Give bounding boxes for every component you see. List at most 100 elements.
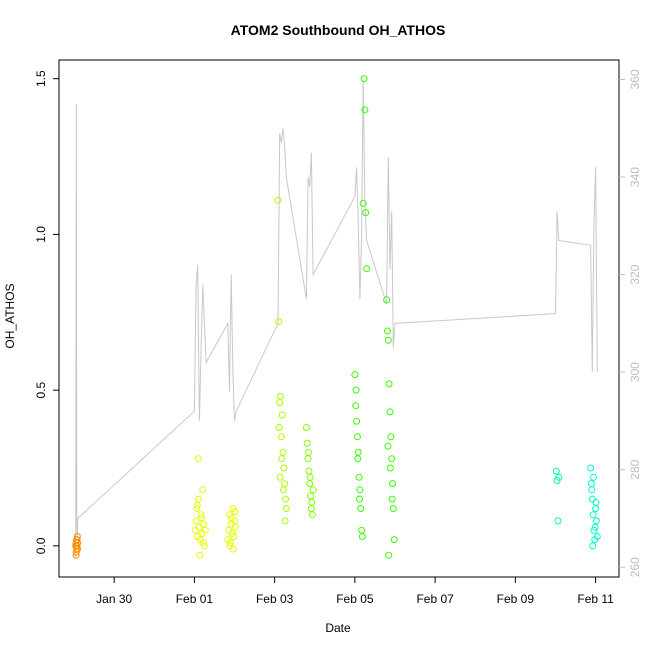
data-point (229, 545, 237, 553)
data-point (305, 448, 312, 456)
data-point (308, 511, 316, 519)
y-axis-label: OH_ATHOS (3, 283, 17, 348)
data-point (388, 455, 396, 463)
data-point (309, 486, 317, 494)
data-point (231, 508, 239, 516)
data-point (276, 473, 284, 481)
data-point (231, 523, 239, 531)
y2-tick-label: 260 (628, 557, 642, 577)
y2-tick-label: 340 (628, 167, 642, 187)
data-point (199, 486, 207, 494)
data-point (588, 495, 596, 503)
data-point (352, 386, 360, 394)
data-point (360, 75, 368, 83)
x-tick-label: Feb 07 (416, 592, 454, 606)
data-point (589, 511, 597, 519)
data-point (197, 511, 205, 519)
data-point (389, 480, 396, 488)
data-point (387, 433, 395, 441)
y-tick-label: 1.0 (34, 226, 48, 243)
data-point (386, 464, 394, 472)
data-point (196, 551, 204, 559)
data-point (358, 526, 366, 534)
data-point (591, 523, 599, 531)
data-point (592, 517, 600, 525)
data-point (384, 336, 392, 344)
data-point (384, 442, 392, 450)
data-point (358, 533, 366, 540)
data-point (280, 464, 288, 472)
data-point (304, 455, 312, 463)
data-point (228, 514, 236, 522)
data-point (73, 536, 81, 544)
data-point (361, 106, 369, 114)
data-point (388, 495, 396, 503)
data-point (191, 526, 199, 534)
data-point (357, 505, 365, 512)
secondary-series-line (75, 79, 598, 558)
data-point (352, 402, 360, 410)
y2-tick-label: 280 (628, 459, 642, 479)
data-point (353, 417, 361, 425)
x-tick-label: Feb 05 (336, 592, 374, 606)
data-point (192, 517, 200, 525)
x-axis-label: Date (325, 621, 351, 635)
data-point (305, 467, 313, 475)
x-tick-label: Jan 30 (96, 592, 132, 606)
data-point (306, 480, 314, 488)
data-point (277, 392, 284, 400)
data-point (195, 495, 203, 503)
data-point (590, 473, 597, 481)
data-point (363, 265, 371, 273)
data-point (278, 455, 286, 463)
data-point (362, 209, 370, 217)
data-point (307, 492, 315, 500)
data-point (386, 408, 394, 416)
data-point (554, 517, 562, 525)
data-point (351, 371, 359, 379)
x-tick-label: Feb 09 (497, 592, 535, 606)
data-point (307, 505, 315, 512)
y-tick-label: 0.0 (34, 537, 48, 554)
data-point (587, 464, 595, 472)
data-point (193, 501, 201, 509)
y-tick-label: 1.5 (34, 70, 48, 87)
data-point (200, 542, 208, 550)
data-point (389, 505, 397, 512)
data-point (355, 473, 363, 481)
data-point (281, 517, 289, 525)
data-point (200, 520, 208, 528)
data-point (308, 498, 316, 506)
data-point (356, 486, 364, 494)
data-point (279, 486, 287, 494)
data-point (588, 486, 596, 494)
data-point (306, 473, 314, 481)
data-point (278, 411, 286, 419)
data-point (390, 536, 398, 544)
data-point (303, 439, 311, 447)
data-point (356, 495, 363, 503)
data-point (74, 545, 81, 553)
data-point (276, 399, 284, 407)
data-point (385, 551, 393, 559)
data-point (277, 433, 285, 441)
data-point (198, 514, 205, 522)
data-point (282, 505, 290, 512)
data-point (592, 505, 600, 512)
data-point (194, 455, 202, 463)
x-tick-label: Feb 11 (577, 592, 614, 606)
x-axis: Jan 30 Feb 01 Feb 03 Feb 05 Feb 07 Feb 09 Feb … (96, 577, 614, 606)
y2-axis: 260 280 300 320 340 360 (619, 69, 642, 577)
data-point (384, 327, 391, 335)
data-point (383, 296, 391, 304)
data-point (279, 448, 287, 456)
data-point (589, 542, 597, 550)
plot-area-border (58, 59, 620, 578)
data-point (193, 505, 201, 512)
data-point (593, 533, 601, 540)
points-layer (72, 75, 601, 559)
data-point (230, 533, 238, 540)
data-point (385, 380, 393, 388)
x-tick-label: Feb 01 (176, 592, 214, 606)
data-point (359, 199, 367, 207)
